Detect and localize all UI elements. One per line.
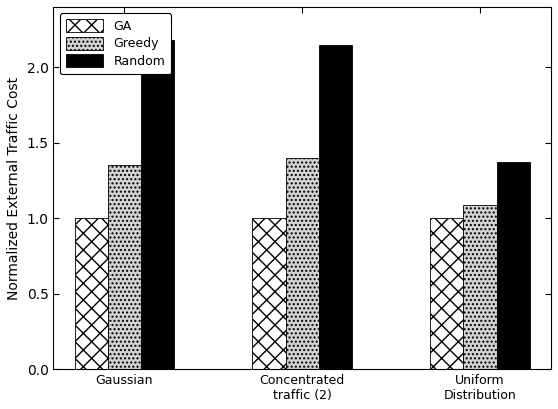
Bar: [252, 218, 286, 369]
Bar: [141, 40, 174, 369]
Bar: [108, 165, 141, 369]
Bar: [75, 218, 108, 369]
Bar: [497, 162, 530, 369]
Bar: [319, 45, 352, 369]
Y-axis label: Normalized External Traffic Cost: Normalized External Traffic Cost: [7, 76, 21, 300]
Legend: GA, Greedy, Random: GA, Greedy, Random: [60, 13, 171, 74]
Bar: [286, 158, 319, 369]
Bar: [463, 204, 497, 369]
Bar: [430, 218, 463, 369]
